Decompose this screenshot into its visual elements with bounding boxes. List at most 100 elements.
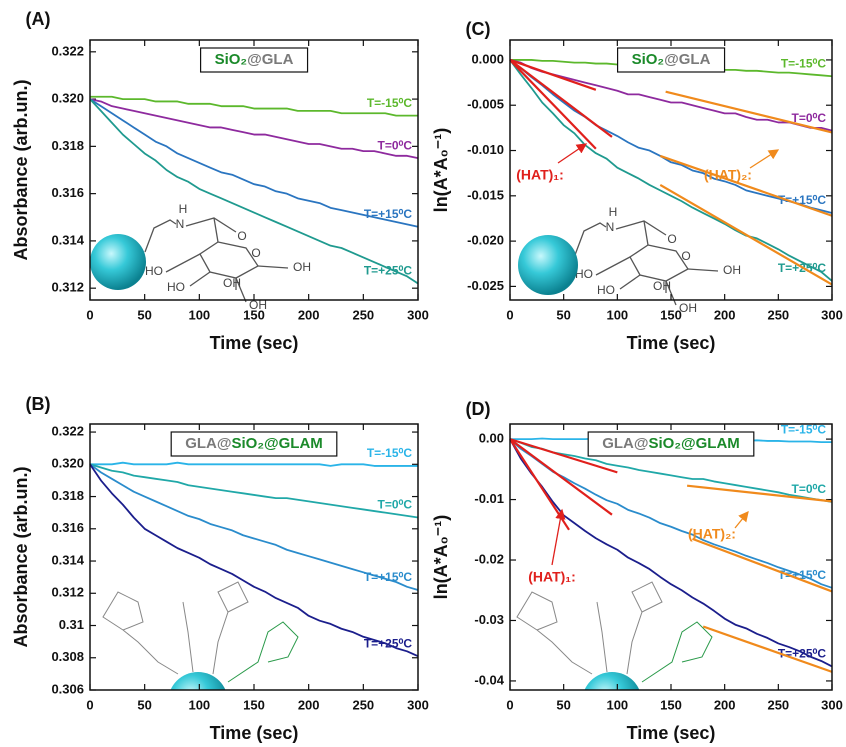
sample-label: GLA@SiO₂@GLAM [602,435,740,452]
y-tick-label: 0.00 [479,431,504,446]
bond [574,222,607,256]
x-tick-label: 300 [821,697,843,712]
data-line [509,59,833,282]
series-label: T=0⁰C [378,138,413,152]
data-line [89,463,419,657]
data-line [90,95,418,117]
atom-label: N [606,220,615,234]
fit-line [509,438,618,474]
hat-arrow [551,508,566,566]
x-tick-label: 100 [606,307,628,322]
bond [227,621,299,683]
series-label: T=-15⁰C [367,446,412,460]
x-tick-label: 200 [298,307,320,322]
y-tick-label: -0.010 [467,142,504,157]
bond [595,256,631,276]
atom-label: OH [679,301,697,315]
series-label: T=-15⁰C [367,96,412,110]
bond [536,629,593,675]
bond [102,591,144,631]
x-tick-label: 300 [821,307,843,322]
x-axis-title: Time (sec) [210,723,299,743]
x-tick-label: 150 [660,697,682,712]
x-tick-label: 100 [188,697,210,712]
y-axis-title: Absorbance (arb.un.) [11,466,31,647]
hat-arrow [557,143,588,164]
bond [687,268,719,272]
x-tick-label: 100 [188,307,210,322]
plot-frame [89,423,419,691]
plot-frame [509,39,833,301]
x-tick-label: 200 [714,697,736,712]
data-line [89,463,419,591]
y-tick-label: 0.322 [51,423,84,438]
y-tick-label: 0.316 [51,520,84,535]
structure [516,581,713,690]
plot-frame [509,423,833,691]
data-line [89,98,419,228]
x-tick-label: 300 [407,697,429,712]
sample-label-part: @GLA [664,51,710,68]
x-axis-title: Time (sec) [627,723,716,743]
bond [165,253,201,273]
bond [596,601,608,673]
atom-label: OH [249,298,267,312]
atom-label: HO [145,264,163,278]
y-tick-label: 0.308 [51,649,84,664]
x-axis-title: Time (sec) [627,333,716,353]
sample-label-part: SiO₂ [648,435,681,452]
y-axis-title: ln(A*A₀⁻¹) [431,515,451,600]
sample-label-part: @GLAM [264,435,323,452]
data-line [509,59,833,132]
bond [212,581,249,675]
bond [122,629,179,675]
y-tick-label: 0.320 [51,91,84,106]
atom-label: O [237,229,246,243]
sample-label: SiO₂@GLA [215,51,294,68]
sample-label: SiO₂@GLA [632,51,711,68]
fit-line [509,58,597,91]
x-tick-label: 150 [243,697,265,712]
x-tick-label: 0 [86,697,93,712]
bond [643,220,649,246]
series-label: T=+15⁰C [364,207,413,221]
nanoparticle [90,234,146,290]
hat-label: (HAT)₁: [516,167,564,183]
fit-line [692,537,833,593]
y-tick-label: -0.04 [474,672,504,687]
hat-label: (HAT)₁: [528,569,576,585]
fit-line [509,438,570,531]
x-tick-label: 50 [556,307,570,322]
x-tick-label: 0 [506,307,513,322]
series-label: T=-15⁰C [781,56,826,70]
atom-label: OH [723,263,741,277]
atom-label: O [681,249,690,263]
sample-label-part: @GLA [247,51,293,68]
fit-line [702,625,833,673]
bond [257,265,289,269]
x-tick-label: 50 [137,307,151,322]
y-tick-label: -0.01 [474,491,504,506]
y-tick-label: 0.000 [471,51,504,66]
sample-label-part: GLA@ [185,435,231,452]
plot-frame [89,39,419,301]
y-tick-label: -0.005 [467,97,504,112]
fit-line [509,59,597,150]
data-line [509,438,833,668]
bond [182,601,194,673]
atom-label: H [609,205,618,219]
nanoparticle [170,672,226,690]
hat-label: (HAT)₂: [704,167,752,183]
sample-label-part: SiO₂ [231,435,264,452]
series-label: T=+15⁰C [364,570,413,584]
data-line [509,438,833,503]
y-tick-label: 0.316 [51,185,84,200]
sample-label-box [170,431,338,457]
y-tick-label: 0.312 [51,585,84,600]
series-label: T=0⁰C [792,482,827,496]
y-tick-label: 0.31 [59,617,84,632]
atom-label: HO [597,283,615,297]
data-line [89,98,419,285]
sample-label-part: SiO₂ [215,51,248,68]
atom-label: OH [653,279,671,293]
